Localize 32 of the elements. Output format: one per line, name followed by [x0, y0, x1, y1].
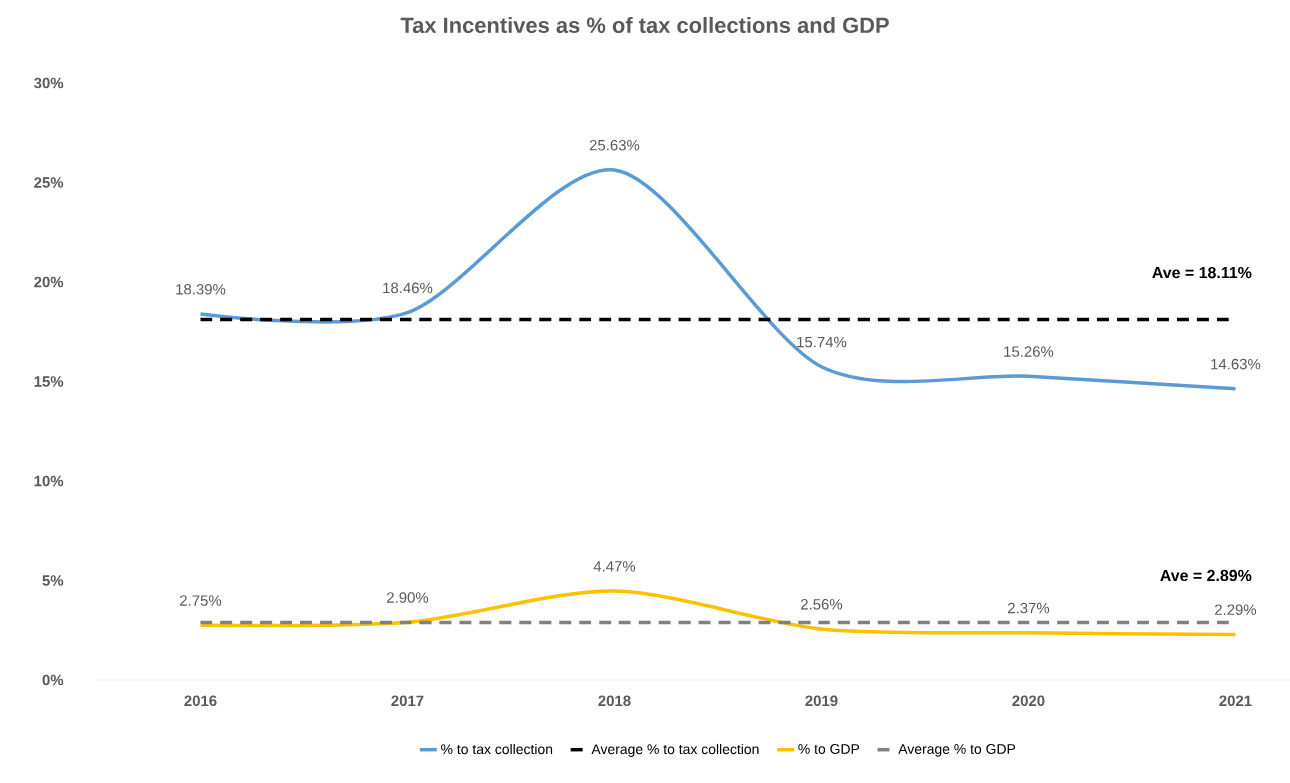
- data-label: 2.37%: [1008, 602, 1050, 614]
- data-label: 15.74%: [797, 336, 847, 348]
- data-label: 2.56%: [801, 599, 843, 610]
- data-label: 18.46%: [383, 282, 433, 294]
- x-tick-label: 2021: [1219, 695, 1252, 707]
- data-label: 15.26%: [1004, 346, 1054, 357]
- data-label: 4.47%: [593, 561, 636, 572]
- legend-label: % to tax collection: [441, 743, 553, 755]
- y-tick-label: 30%: [34, 77, 64, 89]
- x-tick-label: 2016: [184, 695, 217, 707]
- legend-label: Average % to GDP: [898, 744, 1016, 757]
- y-tick-label: 0%: [42, 674, 64, 686]
- x-tick-label: 2018: [598, 695, 631, 707]
- x-tick-label: 2020: [1012, 695, 1045, 707]
- y-tick-label: 10%: [34, 475, 64, 487]
- legend-label: % to GDP: [798, 744, 860, 754]
- x-tick-label: 2019: [805, 695, 838, 707]
- x-tick-label: 2017: [391, 695, 424, 707]
- data-label: 18.39%: [176, 283, 226, 295]
- y-tick-label: 20%: [34, 276, 64, 288]
- chart-title: Tax Incentives as % of tax collections and GDP: [400, 16, 889, 34]
- y-tick-label: 5%: [42, 575, 64, 586]
- y-tick-label: 15%: [34, 376, 64, 387]
- data-label: 14.63%: [1211, 358, 1261, 370]
- data-label: 2.29%: [1215, 604, 1257, 615]
- y-tick-label: 25%: [34, 177, 64, 188]
- data-label: 2.75%: [180, 595, 222, 606]
- data-label: 25.63%: [589, 139, 640, 151]
- annotation: Ave = 2.89%: [1160, 569, 1252, 582]
- data-label: 2.90%: [387, 592, 429, 603]
- legend-label: Average % to tax collection: [591, 743, 759, 757]
- annotation: Ave = 18.11%: [1152, 266, 1252, 279]
